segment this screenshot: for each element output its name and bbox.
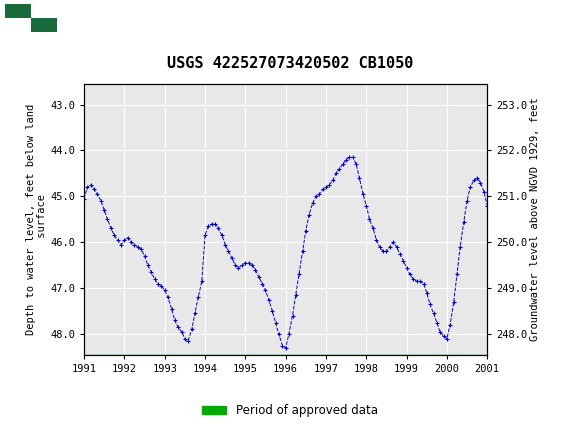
Text: USGS 422527073420502 CB1050: USGS 422527073420502 CB1050 — [167, 56, 413, 71]
Bar — [31, 18, 57, 32]
Y-axis label: Groundwater level above NGVD 1929, feet: Groundwater level above NGVD 1929, feet — [530, 98, 540, 341]
Y-axis label: Depth to water level, feet below land
 surface: Depth to water level, feet below land su… — [26, 104, 48, 335]
Bar — [5, 3, 31, 18]
Bar — [84, 355, 487, 363]
Legend: Period of approved data: Period of approved data — [198, 399, 382, 422]
Text: USGS: USGS — [67, 10, 114, 25]
Bar — [5, 3, 57, 32]
